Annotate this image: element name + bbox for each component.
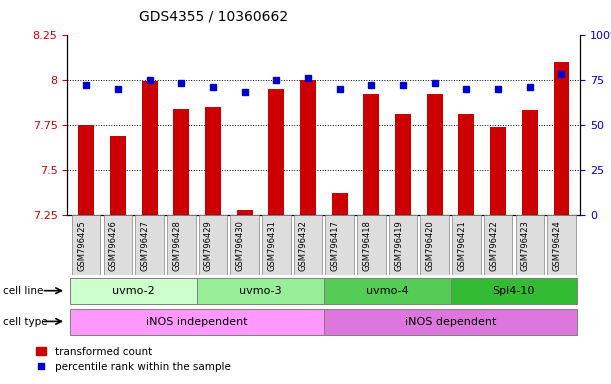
- Text: GSM796427: GSM796427: [141, 220, 150, 271]
- Bar: [230, 215, 259, 275]
- Text: cell type: cell type: [3, 317, 48, 327]
- Bar: [326, 215, 354, 275]
- Bar: [490, 127, 506, 215]
- Text: cell line: cell line: [3, 286, 43, 296]
- Bar: [78, 125, 94, 215]
- Legend: transformed count, percentile rank within the sample: transformed count, percentile rank withi…: [36, 347, 230, 372]
- Text: GSM796429: GSM796429: [204, 220, 213, 271]
- Text: iNOS dependent: iNOS dependent: [405, 316, 496, 327]
- Bar: [268, 89, 284, 215]
- Bar: [205, 107, 221, 215]
- Bar: [450, 278, 577, 304]
- Text: GSM796430: GSM796430: [236, 220, 244, 271]
- Text: GSM796426: GSM796426: [109, 220, 118, 271]
- Bar: [300, 80, 316, 215]
- Text: iNOS independent: iNOS independent: [146, 316, 248, 327]
- Bar: [262, 215, 291, 275]
- Text: GSM796417: GSM796417: [331, 220, 340, 271]
- Bar: [197, 278, 324, 304]
- Bar: [522, 110, 538, 215]
- Text: uvmo-3: uvmo-3: [239, 286, 282, 296]
- Bar: [458, 114, 474, 215]
- Bar: [70, 278, 197, 304]
- Text: uvmo-2: uvmo-2: [112, 286, 155, 296]
- Bar: [452, 215, 481, 275]
- Bar: [395, 114, 411, 215]
- Bar: [70, 309, 324, 334]
- Text: GSM796428: GSM796428: [172, 220, 181, 271]
- Bar: [167, 215, 196, 275]
- Text: uvmo-4: uvmo-4: [366, 286, 409, 296]
- Bar: [516, 215, 544, 275]
- Bar: [357, 215, 386, 275]
- Text: GSM796425: GSM796425: [77, 220, 86, 271]
- Text: GSM796422: GSM796422: [489, 220, 498, 271]
- Bar: [174, 109, 189, 215]
- Text: Spl4-10: Spl4-10: [492, 286, 535, 296]
- Bar: [72, 215, 100, 275]
- Bar: [484, 215, 513, 275]
- Bar: [135, 215, 164, 275]
- Bar: [427, 94, 442, 215]
- Bar: [199, 215, 227, 275]
- Text: GDS4355 / 10360662: GDS4355 / 10360662: [139, 10, 288, 23]
- Bar: [389, 215, 417, 275]
- Text: GSM796418: GSM796418: [362, 220, 371, 271]
- Bar: [420, 215, 449, 275]
- Bar: [364, 94, 379, 215]
- Bar: [547, 215, 576, 275]
- Bar: [324, 278, 450, 304]
- Bar: [294, 215, 322, 275]
- Text: GSM796419: GSM796419: [394, 220, 403, 271]
- Bar: [324, 309, 577, 334]
- Bar: [142, 81, 158, 215]
- Text: GSM796432: GSM796432: [299, 220, 308, 271]
- Bar: [110, 136, 126, 215]
- Bar: [554, 62, 569, 215]
- Text: GSM796431: GSM796431: [267, 220, 276, 271]
- Text: GSM796420: GSM796420: [426, 220, 434, 271]
- Text: GSM796421: GSM796421: [458, 220, 466, 271]
- Bar: [104, 215, 132, 275]
- Bar: [236, 210, 252, 215]
- Text: GSM796424: GSM796424: [552, 220, 562, 271]
- Bar: [332, 194, 348, 215]
- Text: GSM796423: GSM796423: [521, 220, 530, 271]
